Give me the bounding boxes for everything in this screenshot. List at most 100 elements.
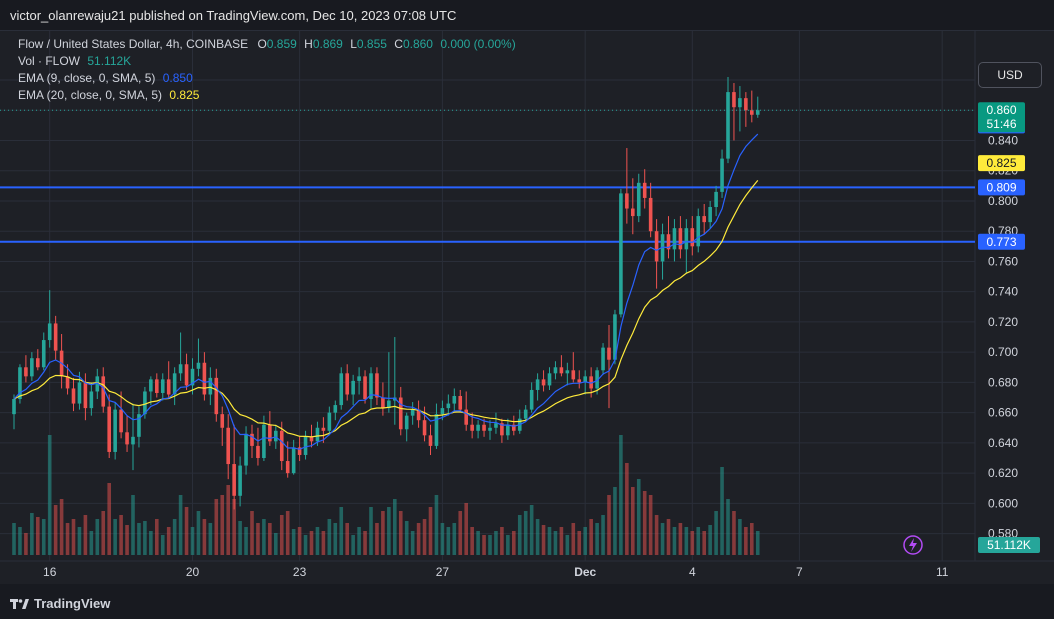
candle-body xyxy=(726,92,730,159)
volume-bar xyxy=(351,535,355,555)
lightning-icon[interactable] xyxy=(903,535,923,555)
volume-bar xyxy=(155,519,159,555)
volume-bar xyxy=(642,491,647,555)
candle-body xyxy=(416,409,421,421)
volume-bar xyxy=(636,479,641,555)
brand-name: TradingView xyxy=(34,596,111,611)
candle-body xyxy=(18,367,22,400)
volume-bar xyxy=(244,527,248,555)
volume-bar xyxy=(143,521,147,555)
volume-bar xyxy=(208,523,213,555)
candle-body xyxy=(702,216,706,223)
volume-bar xyxy=(648,495,653,555)
legend-symbol-row: Flow / United States Dollar, 4h, COINBAS… xyxy=(18,37,516,51)
candle-body xyxy=(196,362,201,369)
candle-body xyxy=(279,430,284,462)
volume-bar xyxy=(506,535,510,555)
volume-price-label-bg xyxy=(978,537,1040,553)
volume-bar xyxy=(333,523,338,555)
volume-bar xyxy=(137,523,141,555)
legend-ema9-row: EMA (9, close, 0, SMA, 5) 0.850 xyxy=(18,71,193,85)
volume-bar xyxy=(125,525,129,555)
volume-bar xyxy=(107,483,111,555)
volume-bar xyxy=(345,523,349,555)
volume-bar xyxy=(65,523,70,555)
candle-body xyxy=(89,391,94,409)
tradingview-logo-icon xyxy=(10,599,29,609)
volume-bar xyxy=(95,519,100,555)
volume-bar xyxy=(458,511,463,555)
volume-bar xyxy=(750,523,754,555)
price-tick-label: 0.700 xyxy=(988,345,1018,359)
candle-body xyxy=(535,379,540,390)
price-tick-label: 0.840 xyxy=(988,133,1018,147)
volume-bar xyxy=(577,531,582,555)
candle-body xyxy=(529,389,534,410)
candle-body xyxy=(327,412,332,431)
volume-bar xyxy=(327,519,332,555)
ema20-value: 0.825 xyxy=(169,88,200,102)
last-price-label-bg xyxy=(978,102,1025,133)
currency-button[interactable]: USD xyxy=(978,62,1042,88)
candle-body xyxy=(143,391,147,415)
volume-price-label: 51.112K xyxy=(987,538,1031,552)
volume-bar xyxy=(160,535,165,555)
symbol-name: Flow / United States Dollar, 4h, COINBAS… xyxy=(18,37,249,51)
volume-bar xyxy=(517,515,522,555)
volume-bar xyxy=(404,521,409,555)
candle-body xyxy=(684,228,689,250)
low-value: 0.855 xyxy=(356,37,387,51)
volume-bar xyxy=(357,527,361,555)
candle-body xyxy=(470,424,474,431)
volume-bar xyxy=(71,519,76,555)
volume-bar xyxy=(101,511,106,555)
volume-bar xyxy=(30,513,34,555)
volume-bar xyxy=(613,487,617,555)
candle-body xyxy=(315,427,320,442)
volume-bar xyxy=(464,503,468,555)
candle-body xyxy=(41,340,46,368)
volume-bar xyxy=(732,511,736,555)
volume-bar xyxy=(178,495,183,555)
volume-bar xyxy=(547,527,552,555)
candle-body xyxy=(178,364,183,374)
candle-body xyxy=(577,379,582,383)
volume-bar xyxy=(184,507,189,555)
candle-body xyxy=(160,379,165,393)
candle-body xyxy=(738,98,742,108)
candle-body xyxy=(422,420,427,436)
volume-bar xyxy=(196,511,201,555)
volume-bar xyxy=(285,511,290,555)
volume-bar xyxy=(684,527,689,555)
candle-body xyxy=(244,433,248,466)
candle-body xyxy=(553,367,558,374)
chart-area[interactable]: 0.8800.8600.8400.8200.8000.7800.7600.740… xyxy=(0,30,1054,584)
candle-body xyxy=(601,347,605,371)
candle-body xyxy=(262,424,266,458)
volume-bar xyxy=(339,507,344,555)
volume-bar xyxy=(381,511,385,555)
candle-body xyxy=(339,373,344,406)
volume-bar xyxy=(488,535,492,555)
candle-body xyxy=(607,347,611,360)
candle-body xyxy=(404,415,409,430)
candle-body xyxy=(345,373,349,395)
low-label: L xyxy=(350,37,357,51)
volume-bar xyxy=(291,529,296,555)
volume-bar xyxy=(690,531,695,555)
candle-body xyxy=(226,427,230,465)
candle-body xyxy=(660,234,665,262)
price-tick-label: 0.680 xyxy=(988,375,1018,389)
candle-body xyxy=(268,424,272,442)
candle-body xyxy=(672,228,677,250)
candle-body xyxy=(131,436,135,445)
candle-body xyxy=(71,388,76,404)
volume-bar xyxy=(303,535,308,555)
candle-body xyxy=(678,228,683,250)
candle-body xyxy=(202,362,207,395)
candle-body xyxy=(12,399,16,415)
tradingview-logo[interactable]: TradingView xyxy=(10,596,110,611)
ema20-price-label: 0.825 xyxy=(986,156,1016,170)
price-chart[interactable]: 0.8800.8600.8400.8200.8000.7800.7600.740… xyxy=(0,31,1054,584)
top-bar: victor_olanrewaju21 published on Trading… xyxy=(0,0,1054,30)
